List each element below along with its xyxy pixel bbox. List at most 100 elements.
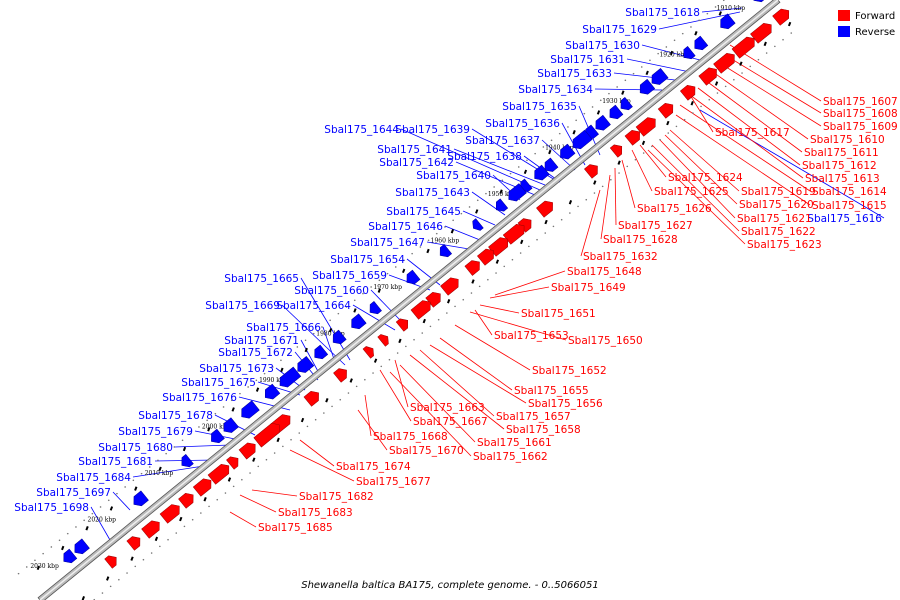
- track-dot: [509, 172, 512, 175]
- track-dot: [126, 572, 128, 574]
- leader-line: [419, 349, 495, 417]
- gene-label: Sbal175_1659: [312, 270, 387, 282]
- gene-label: Sbal175_1678: [138, 410, 213, 422]
- track-dot: [634, 158, 637, 161]
- track-dot: [503, 265, 506, 268]
- track-dot: [42, 552, 44, 555]
- forward-gene-arrow-body: [477, 248, 494, 266]
- track-dot: [511, 258, 514, 261]
- feature-marker: [593, 180, 597, 185]
- tick-label: 2030 kbp: [30, 563, 59, 570]
- forward-gene-arrow: [104, 555, 117, 569]
- track-dot: [435, 232, 438, 235]
- feature-marker: [694, 31, 698, 36]
- track-dot: [124, 486, 126, 488]
- tick-label: 1920 kbp: [659, 51, 688, 58]
- forward-gene-arrow-body: [425, 292, 441, 308]
- reverse-gene-arrow: [223, 417, 239, 433]
- track-dot: [501, 179, 504, 182]
- track-dot: [690, 26, 692, 28]
- leader-line: [229, 511, 257, 528]
- track-dot: [610, 178, 612, 181]
- leader-line: [679, 104, 811, 192]
- forward-gene-arrow: [464, 260, 480, 276]
- gene-label: Sbal175_1635: [502, 101, 577, 113]
- reverse-gene-arrow: [181, 454, 194, 468]
- forward-gene-arrow-body: [226, 456, 239, 470]
- track-dot: [673, 39, 676, 42]
- forward-gene-arrow-body: [141, 520, 160, 539]
- leader-line: [479, 304, 520, 314]
- feature-marker: [182, 446, 187, 452]
- gene-label: Sbal175_1620: [739, 199, 814, 211]
- feature-marker: [85, 526, 89, 531]
- track-dot: [83, 519, 85, 522]
- forward-gene-arrow: [377, 334, 389, 347]
- feature-marker: [499, 189, 503, 194]
- track-dot: [116, 492, 118, 495]
- forward-gene-arrow-body: [178, 493, 194, 509]
- track-dot: [150, 552, 153, 554]
- reverse-gene-arrow: [332, 329, 347, 345]
- leader-line: [659, 139, 736, 219]
- forward-gene-arrow: [238, 442, 256, 460]
- forward-gene-arrow-body: [192, 478, 212, 497]
- forward-gene-arrow: [477, 248, 494, 266]
- tick-label: 1950 kbp: [488, 191, 517, 198]
- gene-label: Sbal175_1636: [485, 118, 560, 130]
- track-dot: [148, 466, 151, 468]
- legend: Forward Reverse: [838, 10, 895, 38]
- track-dot: [323, 412, 325, 414]
- leader-line: [699, 109, 885, 219]
- gene-label: Sbal175_1660: [294, 285, 369, 297]
- track-dot: [642, 152, 645, 154]
- gene-label: Sbal175_1643: [395, 187, 470, 199]
- forward-gene-arrow: [517, 218, 532, 233]
- track-dot: [452, 219, 454, 222]
- forward-gene-arrow: [207, 463, 230, 485]
- forward-gene-arrow: [536, 200, 553, 218]
- track-dot: [198, 426, 200, 428]
- track-dot: [692, 112, 694, 114]
- leader-line: [541, 139, 576, 171]
- track-dot: [329, 319, 331, 322]
- gene-label: Sbal175_1612: [802, 160, 877, 172]
- gene-label: Sbal175_1618: [625, 7, 700, 19]
- tick-label: 1970 kbp: [373, 284, 402, 291]
- reverse-gene-arrow-body: [74, 538, 90, 555]
- track-dot: [314, 418, 317, 421]
- feature-marker: [349, 378, 353, 383]
- leader-line: [251, 489, 298, 497]
- leader-line: [90, 506, 111, 541]
- track-dot: [159, 545, 161, 548]
- forward-gene-arrow: [126, 536, 141, 551]
- forward-gene-arrow: [635, 117, 656, 137]
- gene-label: Sbal175_1610: [810, 134, 885, 146]
- leader-line: [724, 54, 822, 114]
- reverse-gene-arrow-body: [211, 428, 225, 444]
- track-dot: [167, 538, 169, 541]
- track-dot: [257, 465, 260, 468]
- reverse-gene-arrow: [211, 428, 225, 444]
- track-dot: [304, 339, 307, 342]
- leader-line: [364, 394, 372, 437]
- track-dot: [706, 12, 709, 15]
- track-dot: [632, 72, 635, 75]
- axis-highlight: [39, 0, 779, 600]
- track-dot: [222, 406, 225, 408]
- gene-label: Sbal175_1676: [162, 392, 237, 404]
- reverse-gene-arrow: [297, 356, 315, 373]
- gene-label: Sbal175_1647: [350, 237, 425, 249]
- forward-gene-arrow-body: [207, 463, 230, 485]
- feature-marker: [106, 576, 110, 581]
- leader-line: [704, 79, 803, 153]
- leader-line: [399, 364, 476, 443]
- track-dot: [427, 239, 430, 242]
- forward-gene-arrow: [698, 67, 717, 86]
- feature-marker: [304, 347, 308, 353]
- leader-line: [600, 174, 611, 240]
- track-dot: [774, 45, 776, 48]
- reverse-gene-arrow: [639, 78, 656, 95]
- gene-label: Sbal175_1683: [278, 507, 353, 519]
- feature-marker: [36, 565, 41, 571]
